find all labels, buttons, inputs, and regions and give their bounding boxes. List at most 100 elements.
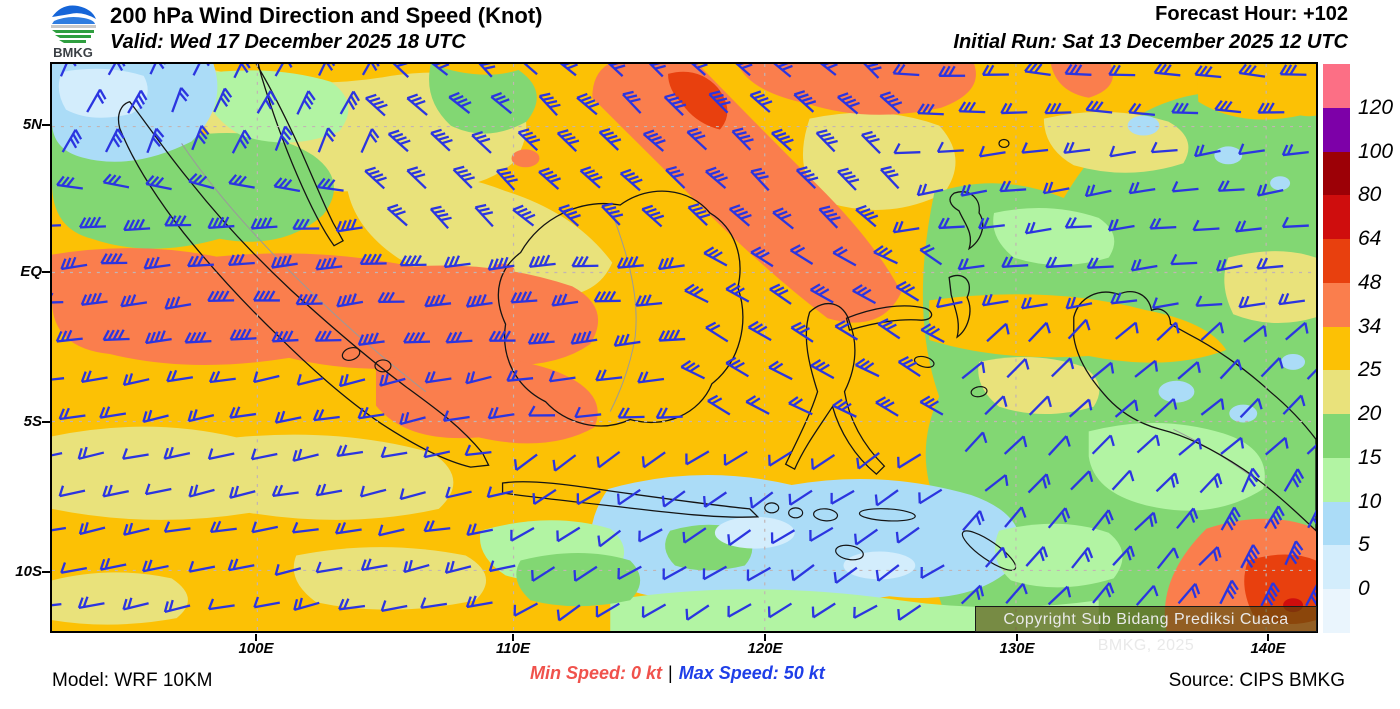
speed-region bbox=[668, 71, 728, 130]
colorbar-segment bbox=[1323, 326, 1350, 371]
speed-patch bbox=[1214, 146, 1243, 165]
speed-region bbox=[1196, 64, 1316, 120]
speed-patch bbox=[1281, 353, 1306, 370]
colorbar-value-label: 10 bbox=[1358, 489, 1382, 513]
speed-region bbox=[375, 353, 598, 444]
island-outline bbox=[374, 359, 392, 373]
speed-region bbox=[429, 64, 537, 134]
speed-region bbox=[737, 64, 976, 115]
speed-separator: | bbox=[668, 663, 673, 683]
lon-tick-label: 110E bbox=[496, 640, 530, 657]
colorbar-segment bbox=[1323, 370, 1350, 415]
speed-region bbox=[995, 523, 1123, 588]
speed-summary: Min Speed: 0 kt | Max Speed: 50 kt bbox=[530, 663, 825, 684]
colorbar-value-label: 15 bbox=[1358, 445, 1382, 469]
model-label: Model: WRF 10KM bbox=[52, 670, 213, 691]
speed-region bbox=[1050, 64, 1114, 98]
lon-tick-label: 130E bbox=[999, 640, 1035, 657]
speed-region bbox=[201, 70, 349, 143]
coastline bbox=[949, 191, 984, 251]
speed-patch bbox=[714, 516, 795, 549]
colorbar-segment bbox=[1323, 195, 1350, 240]
colorbar-value-label: 5 bbox=[1358, 533, 1370, 557]
island-outline bbox=[998, 138, 1010, 149]
lon-tick-mark bbox=[512, 634, 514, 641]
lon-tick-mark bbox=[255, 634, 257, 641]
bmkg-logo-graphic: BMKG bbox=[51, 5, 96, 60]
colorbar-segment bbox=[1323, 457, 1350, 502]
max-speed-label: Max Speed: 50 kt bbox=[678, 663, 825, 683]
speed-region bbox=[52, 426, 454, 520]
colorbar-value-label: 34 bbox=[1358, 314, 1382, 338]
speed-region bbox=[52, 572, 188, 625]
lat-tick-label: EQ bbox=[20, 263, 42, 280]
colorbar-segment bbox=[1323, 414, 1350, 458]
colorbar-value-label: 20 bbox=[1358, 402, 1382, 426]
island-outline bbox=[835, 544, 864, 561]
lat-tick-label: 5N bbox=[22, 116, 42, 133]
island-outline bbox=[341, 346, 361, 361]
admin-boundary bbox=[609, 207, 637, 412]
lat-tick-mark bbox=[42, 421, 50, 423]
page-title: 200 hPa Wind Direction and Speed (Knot) bbox=[110, 3, 543, 28]
colorbar-segment bbox=[1323, 151, 1350, 196]
colorbar-segment bbox=[1323, 545, 1350, 590]
speed-patch bbox=[1158, 380, 1195, 403]
speed-region bbox=[592, 64, 902, 323]
colorbar-segment bbox=[1323, 589, 1350, 633]
source-label: Source: CIPS BMKG bbox=[1168, 670, 1345, 691]
coastline bbox=[501, 481, 760, 518]
colorbar-value-label: 64 bbox=[1358, 227, 1382, 251]
coastline bbox=[1073, 291, 1316, 532]
island-outline bbox=[913, 355, 935, 368]
speed-region bbox=[1224, 251, 1316, 324]
lat-tick-label: 5S bbox=[23, 413, 42, 430]
island-outline bbox=[858, 508, 916, 522]
valid-time: Valid: Wed 17 December 2025 18 UTC bbox=[110, 31, 466, 53]
lon-tick-mark bbox=[764, 634, 766, 641]
colorbar-value-label: 100 bbox=[1358, 139, 1394, 163]
coastline bbox=[784, 302, 886, 475]
lon-tick-label: 120E bbox=[747, 640, 783, 657]
lat-tick-label: 10S bbox=[15, 563, 42, 580]
speed-region bbox=[978, 356, 1100, 415]
copyright-note: Copyright Sub Bidang Prediksi Cuaca BMKG… bbox=[975, 606, 1317, 654]
speed-region bbox=[1088, 422, 1265, 511]
min-speed-label: Min Speed: 0 kt bbox=[530, 663, 663, 683]
colorbar-value-label: 80 bbox=[1358, 183, 1382, 207]
initial-run: Initial Run: Sat 13 December 2025 12 UTC bbox=[953, 31, 1348, 53]
island-outline bbox=[813, 508, 839, 522]
wind-map-svg bbox=[52, 64, 1316, 631]
colorbar-segment bbox=[1323, 64, 1350, 108]
speed-patch bbox=[1270, 176, 1291, 191]
lat-tick-mark bbox=[42, 124, 50, 126]
wind-barbs-layer bbox=[52, 64, 1316, 622]
lat-tick-mark bbox=[42, 571, 50, 573]
lon-tick-label: 100E bbox=[238, 640, 274, 657]
colorbar-segment bbox=[1323, 107, 1350, 152]
colorbar-segment bbox=[1323, 282, 1350, 327]
lon-tick-mark bbox=[1267, 634, 1269, 641]
speed-region bbox=[802, 112, 956, 211]
colorbar-value-label: 120 bbox=[1358, 95, 1394, 119]
speed-patch bbox=[843, 551, 916, 580]
wind-speed-colorbar bbox=[1323, 64, 1350, 633]
bmkg-logo-text: BMKG bbox=[53, 45, 93, 59]
lon-tick-label: 140E bbox=[1250, 640, 1286, 657]
lon-tick-mark bbox=[1016, 634, 1018, 641]
bmkg-logo: BMKG bbox=[44, 1, 102, 60]
colorbar-value-label: 48 bbox=[1358, 270, 1382, 294]
island-outline bbox=[764, 502, 780, 514]
coastline bbox=[948, 274, 971, 339]
speed-region bbox=[293, 547, 487, 610]
coastline bbox=[497, 190, 744, 427]
admin-boundary bbox=[181, 143, 427, 393]
colorbar-value-label: 25 bbox=[1358, 358, 1382, 382]
island-outline bbox=[970, 386, 988, 398]
coastline bbox=[117, 101, 490, 468]
speed-patch bbox=[511, 149, 540, 168]
colorbar-segment bbox=[1323, 239, 1350, 283]
island-outline bbox=[788, 507, 804, 519]
colorbar-value-label: 0 bbox=[1358, 577, 1370, 601]
